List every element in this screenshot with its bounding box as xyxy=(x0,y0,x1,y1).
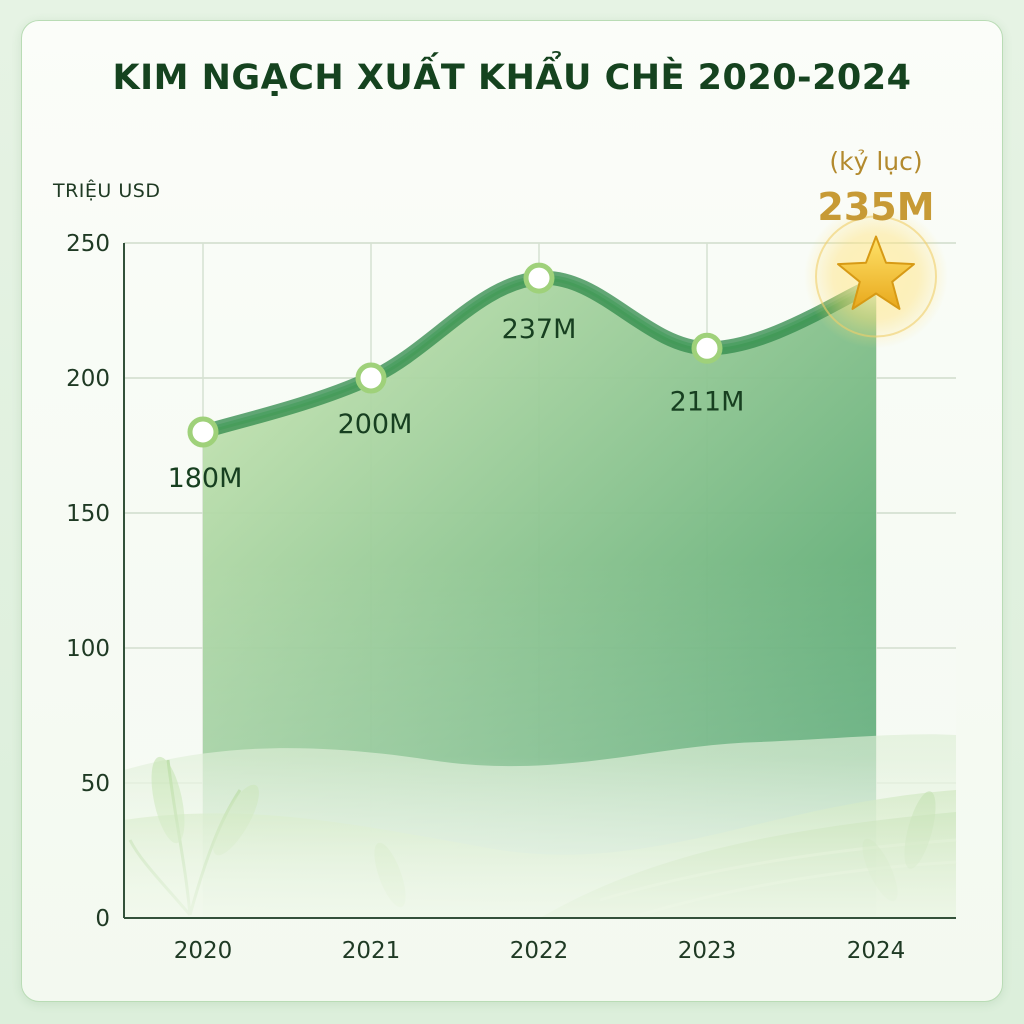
y-tick-label: 150 xyxy=(66,501,110,527)
x-tick-label: 2020 xyxy=(174,938,233,964)
data-point-center xyxy=(196,425,210,439)
y-tick-labels: 0 50 100 150 200 250 xyxy=(66,231,110,932)
data-labels: 180M 200M 237M 211M xyxy=(168,314,745,494)
data-label: 180M xyxy=(168,463,243,494)
y-tick-label: 200 xyxy=(66,366,110,392)
y-tick-label: 100 xyxy=(66,636,110,662)
record-glow-ring xyxy=(815,215,937,338)
x-tick-labels: 2020 2021 2022 2023 2024 xyxy=(174,938,906,964)
y-tick-label: 0 xyxy=(95,906,110,932)
data-points xyxy=(187,235,915,448)
y-tick-label: 50 xyxy=(81,771,110,797)
data-point-center xyxy=(364,371,378,385)
x-tick-label: 2021 xyxy=(342,938,401,964)
chart-title: KIM NGẠCH XUẤT KHẨU CHÈ 2020-2024 xyxy=(112,58,912,98)
y-axis-label: TRIỆU USD xyxy=(53,180,161,202)
data-point-center xyxy=(700,341,714,356)
x-tick-label: 2024 xyxy=(847,938,906,964)
data-point-center xyxy=(532,271,546,286)
x-tick-label: 2023 xyxy=(678,938,737,964)
data-label: 200M xyxy=(338,409,413,440)
record-value-label: 235M xyxy=(817,185,934,229)
area-fade xyxy=(124,560,956,918)
x-tick-label: 2022 xyxy=(510,938,569,964)
star-icon xyxy=(837,235,915,310)
record-note: (kỷ lục) xyxy=(829,147,922,176)
data-label: 237M xyxy=(502,314,577,345)
data-label: 211M xyxy=(670,386,745,417)
y-tick-label: 250 xyxy=(66,231,110,257)
